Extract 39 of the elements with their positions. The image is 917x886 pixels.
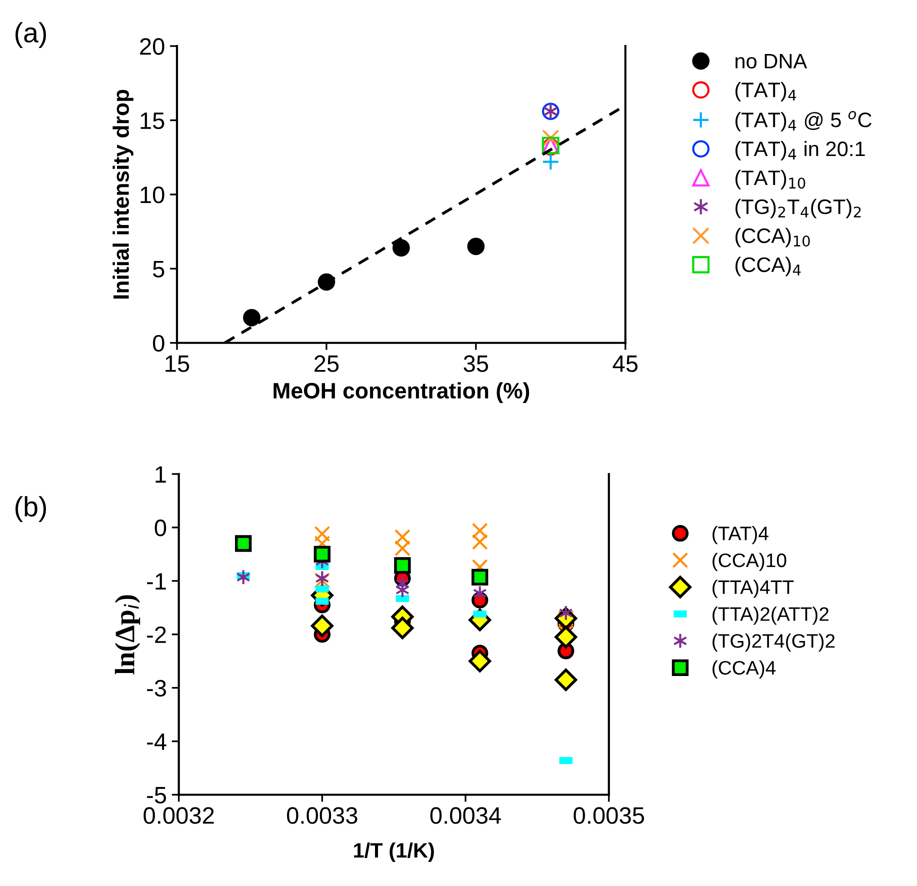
- legend-label: (TAT)4: [712, 526, 768, 544]
- y-tick-label: -4: [147, 734, 166, 750]
- x-tick-label: 15: [166, 356, 190, 372]
- y-axis-title: ln(Δp$_{i}$): [114, 595, 140, 674]
- text: (b): [15, 496, 46, 522]
- legend-label: (CCA)$_{4}$: [735, 256, 801, 276]
- y-tick-label: 20: [140, 38, 164, 55]
- y-tick-label: 0: [154, 520, 166, 536]
- y-tick-label: -5: [147, 787, 166, 804]
- legend-label: (CCA)10: [712, 552, 786, 572]
- text: (a): [15, 22, 46, 48]
- legend-label: (TAT)$_{4}$: [735, 82, 796, 102]
- x-tick-label: 0.0032: [144, 807, 214, 824]
- legend-label: (TTA)4TT: [712, 580, 794, 598]
- legend-label: no DNA: [736, 54, 808, 69]
- legend-label: (CCA)4: [712, 660, 776, 679]
- y-tick-label: 10: [140, 186, 164, 204]
- y-tick-label: 0: [152, 334, 164, 352]
- x-axis-title: MeOH concentration (%): [274, 382, 530, 403]
- x-tick-label: 0.0034: [430, 807, 501, 824]
- y-tick-label: 15: [140, 112, 164, 130]
- legend-label: (TAT)$_{10}$: [735, 170, 806, 190]
- y-axis-title: Initial intensity drop: [112, 90, 134, 299]
- legend-label: (CCA)$_{10}$: [735, 228, 810, 248]
- legend-label: (TAT)$_{4}$ @ 5 $^{o}$C: [735, 110, 872, 132]
- x-tick-label: 0.0035: [574, 807, 644, 824]
- y-tick-label: -3: [147, 680, 166, 697]
- x-tick-label: 35: [464, 355, 488, 372]
- x-tick-label: 45: [612, 356, 638, 372]
- x-tick-label: 0.0033: [286, 807, 358, 824]
- x-tick-label: 25: [314, 355, 339, 372]
- y-tick-label: -2: [147, 626, 166, 643]
- x-axis-title: 1/T (1/K): [354, 842, 434, 862]
- legend-label: (TG)$_{2}$T$_{4}$(GT)$_{2}$: [735, 198, 861, 218]
- y-tick-label: 1: [156, 466, 166, 483]
- legend-label: (TTA)2(ATT)2: [712, 606, 828, 625]
- y-tick-label: 5: [152, 260, 164, 278]
- legend-label: (TAT)$_{4}$ in 20:1: [735, 140, 865, 160]
- y-tick-label: -1: [147, 573, 166, 590]
